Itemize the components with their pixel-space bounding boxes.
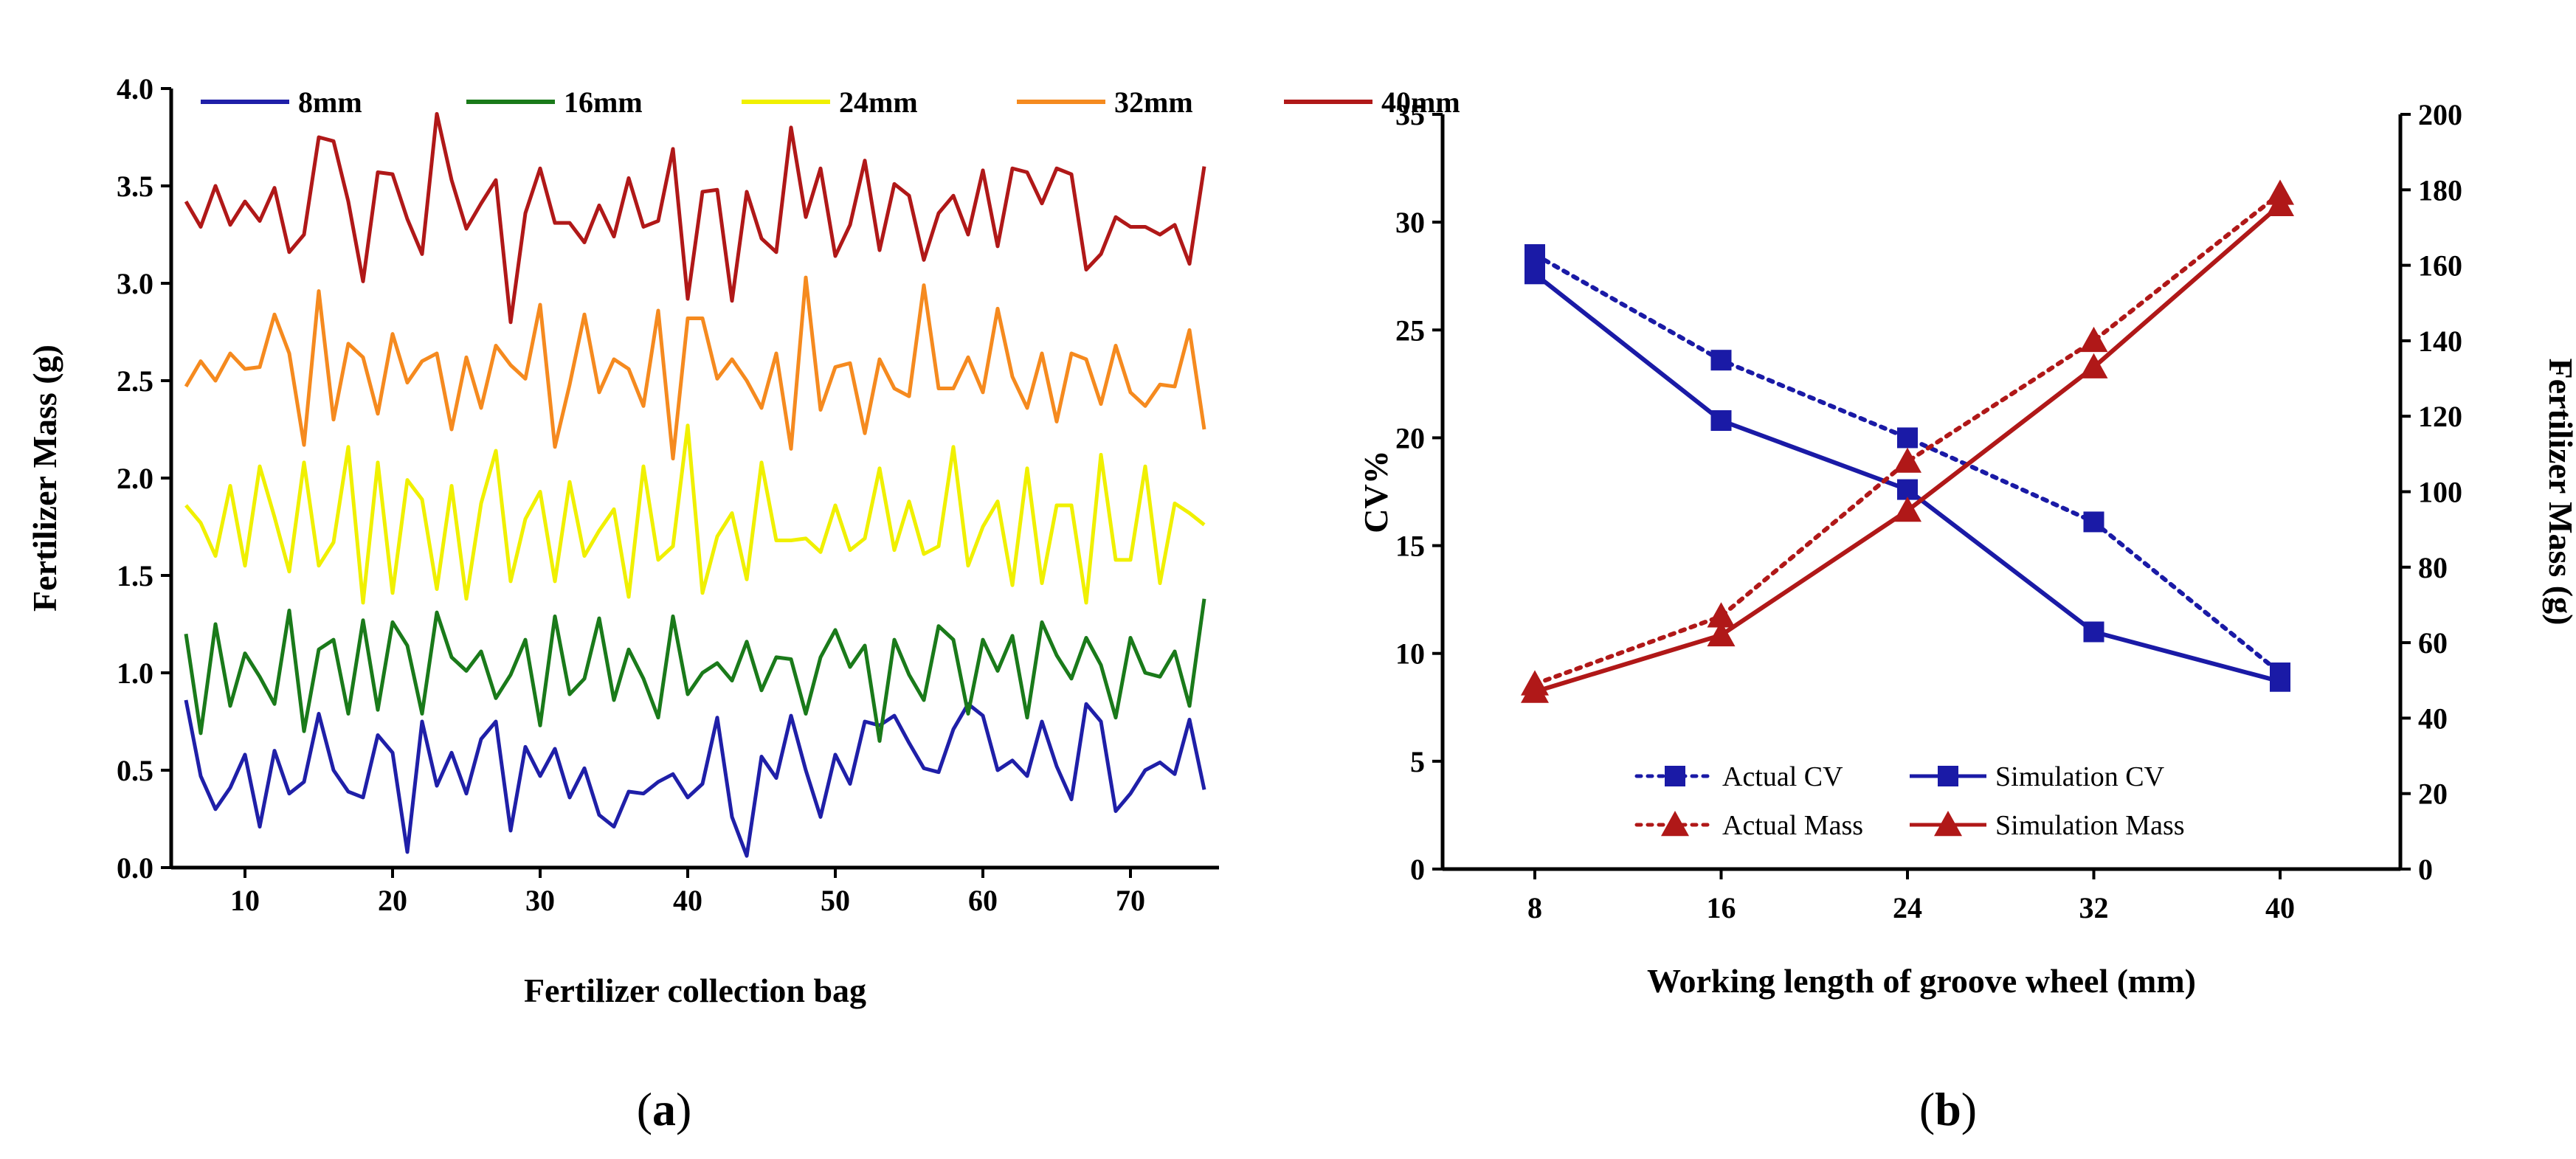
b-series-marker [1521, 677, 1549, 703]
a-x-axis-title: Fertilizer collection bag [524, 972, 866, 1009]
b-series-marker [1707, 620, 1736, 647]
panel-label-a: (a) [637, 1083, 692, 1135]
b-y-tick-label-right: 40 [2418, 702, 2448, 735]
panel-label-b: (b) [1919, 1083, 1977, 1135]
b-legend-label: Simulation CV [1995, 761, 2165, 792]
b-x-tick-label: 8 [1527, 891, 1542, 924]
a-series-line-16mm [184, 598, 1206, 743]
chart-b: 0 5 10 15 20 25 30 35 0 20 40 60 80 100 120 140 160 180 20… [1357, 98, 2576, 1000]
b-y-tick-label-right: 120 [2418, 400, 2462, 433]
a-y-tick-label: 1.5 [117, 559, 153, 592]
b-series-marker [1524, 243, 1545, 265]
b-series-marker [1897, 479, 1918, 500]
a-x-tick-label: 10 [230, 884, 260, 917]
a-y-tick-label: 3.5 [117, 170, 153, 203]
a-series-line-8mm [184, 699, 1206, 858]
b-y-tick-label-left: 25 [1395, 314, 1425, 347]
b-series-line-simulation-cv [1533, 271, 2281, 684]
a-legend-label: 8mm [298, 86, 362, 119]
a-legend-label: 24mm [839, 86, 918, 119]
b-legend-label: Simulation Mass [1995, 810, 2185, 841]
a-x-tick-label: 50 [821, 884, 850, 917]
b-legend-swatch-marker [1934, 811, 1962, 837]
b-legend-label: Actual CV [1722, 761, 1843, 792]
a-y-tick-label: 2.0 [117, 462, 153, 495]
a-series-line-32mm [184, 275, 1206, 461]
b-series-marker [1893, 447, 1921, 473]
b-y-tick-label-right: 80 [2418, 551, 2448, 584]
b-series-marker [2079, 326, 2108, 353]
b-legend-swatch-marker [1661, 811, 1689, 837]
a-series-line-24mm [184, 423, 1206, 605]
b-y-tick-label-left: 30 [1395, 206, 1425, 239]
b-series-marker [1710, 410, 1732, 432]
b-y-tick-label-right: 60 [2418, 626, 2448, 660]
a-y-tick-label: 4.0 [117, 72, 153, 105]
b-y-tick-label-right: 200 [2418, 98, 2462, 131]
b-y-tick-label-right: 0 [2418, 853, 2433, 886]
b-legend-swatch-marker [1938, 766, 1958, 786]
b-y-tick-label-right: 180 [2418, 173, 2462, 207]
b-x-axis-title: Working length of groove wheel (mm) [1647, 962, 2196, 1000]
a-x-tick-label: 60 [968, 884, 998, 917]
a-x-tick-label: 20 [378, 884, 407, 917]
a-y-tick-label: 2.5 [117, 364, 153, 398]
b-y-tick-label-right: 160 [2418, 249, 2462, 283]
b-x-tick-label: 40 [2265, 891, 2295, 924]
a-legend-label: 32mm [1114, 86, 1193, 119]
b-y-axis-title-left: CV% [1357, 450, 1395, 533]
a-x-tick-label: 30 [525, 884, 555, 917]
b-series-marker [1893, 497, 1921, 522]
b-series-marker [2270, 671, 2290, 692]
b-series-marker [2266, 190, 2294, 216]
b-y-tick-label-right: 100 [2418, 476, 2462, 509]
b-y-tick-label-left: 5 [1410, 745, 1425, 778]
b-y-tick-label-left: 20 [1395, 421, 1425, 454]
chart-a: 0.00.51.01.52.02.53.03.54.010 20 30 40 50 60 7… [26, 72, 1460, 1009]
a-y-tick-label: 1.0 [117, 657, 153, 690]
a-legend-label: 40mm [1381, 86, 1460, 119]
b-legend-label: Actual Mass [1722, 810, 1863, 841]
a-y-tick-label: 0.5 [117, 754, 153, 787]
a-x-tick-label: 40 [673, 884, 702, 917]
b-series-marker [1710, 350, 1732, 371]
a-x-tick-label: 70 [1116, 884, 1145, 917]
a-series-line-40mm [184, 111, 1206, 325]
b-y-tick-label-left: 35 [1395, 98, 1425, 131]
b-y-tick-label-left: 0 [1410, 853, 1425, 886]
b-series-marker [2083, 621, 2104, 643]
b-series-marker [1524, 263, 1545, 285]
b-series-marker [1707, 602, 1736, 628]
b-legend-swatch-marker [1665, 766, 1685, 786]
b-y-axis-title-right: Fertilizer Mass (g) [2542, 359, 2576, 626]
b-x-tick-label: 24 [1893, 891, 1922, 924]
b-y-tick-label-left: 15 [1395, 530, 1425, 563]
b-series-marker [2083, 511, 2104, 533]
b-series-marker [1897, 427, 1918, 449]
a-legend-label: 16mm [564, 86, 643, 119]
b-y-tick-label-right: 20 [2418, 778, 2448, 811]
b-x-tick-label: 32 [2079, 891, 2109, 924]
b-y-tick-label-right: 140 [2418, 325, 2462, 358]
a-y-tick-label: 0.0 [117, 851, 153, 885]
b-y-tick-label-left: 10 [1395, 637, 1425, 671]
b-series-marker [2079, 353, 2108, 378]
b-x-tick-label: 16 [1707, 891, 1736, 924]
a-y-axis-title: Fertilizer Mass (g) [26, 345, 63, 612]
b-series-line-actual-mass [1533, 191, 2282, 687]
a-y-tick-label: 3.0 [117, 267, 153, 300]
